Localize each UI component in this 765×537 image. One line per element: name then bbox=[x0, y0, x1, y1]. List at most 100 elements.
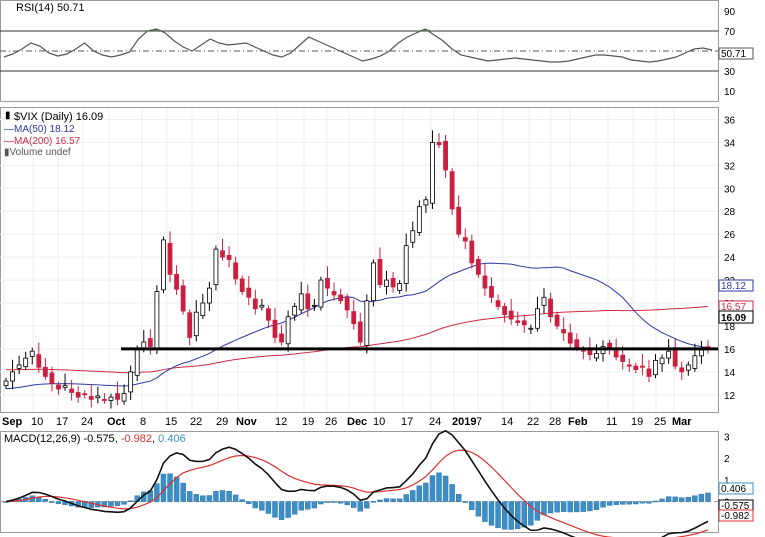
macd-hist-bar bbox=[88, 501, 94, 508]
macd-hist-bar bbox=[187, 491, 193, 502]
macd-hist-bar bbox=[574, 501, 580, 513]
candle-body bbox=[620, 354, 626, 362]
candle-body bbox=[115, 393, 120, 400]
x-axis: Sep 10 17 24 Oct 8 15 22 29 Nov 12 19 26 Dec 10 17 24 201… bbox=[2, 416, 692, 428]
macd-hist-bar bbox=[272, 501, 278, 518]
rsi-tick-label: 10 bbox=[724, 87, 736, 98]
x-axis-label: 25 bbox=[654, 416, 666, 428]
candle-body bbox=[541, 296, 547, 306]
price-tick-label: 32 bbox=[724, 161, 736, 172]
macd-hist-bar bbox=[219, 490, 226, 502]
macd-hist-bar bbox=[121, 501, 127, 505]
x-axis-label: 22 bbox=[190, 416, 202, 428]
macd-hist-bar bbox=[482, 501, 488, 522]
macd-hist-bar bbox=[108, 501, 114, 507]
macd-hist-bar bbox=[423, 482, 429, 502]
candle-body bbox=[633, 365, 639, 370]
macd-hist-bar bbox=[541, 501, 547, 516]
candle-body bbox=[626, 364, 632, 367]
x-axis-label: 19 bbox=[631, 416, 643, 428]
price-tick-label: 16 bbox=[724, 345, 736, 356]
macd-hist-bar bbox=[698, 493, 705, 502]
candle-body bbox=[88, 396, 94, 400]
candle-body bbox=[285, 316, 291, 345]
macd-hist-bar bbox=[344, 501, 350, 506]
candle-body bbox=[371, 262, 376, 302]
macd-hist-bar bbox=[475, 501, 482, 517]
macd-frame bbox=[0, 431, 719, 533]
price-tick-label: 14 bbox=[724, 368, 736, 379]
macd-hist-bar bbox=[501, 501, 508, 530]
rsi-tick-label: 30 bbox=[724, 67, 736, 78]
svg-text:16.09: 16.09 bbox=[721, 313, 746, 324]
x-axis-label: 10 bbox=[373, 416, 385, 428]
candle-body bbox=[266, 308, 271, 321]
candle-body bbox=[659, 357, 665, 365]
macd-signal-line bbox=[5, 449, 709, 537]
candle-body bbox=[502, 306, 508, 315]
x-axis-label: 17 bbox=[401, 416, 413, 428]
x-axis-label: 28 bbox=[549, 416, 561, 428]
candle-body bbox=[325, 277, 330, 289]
macd-histogram bbox=[3, 472, 711, 530]
x-axis-label: 8 bbox=[140, 416, 146, 428]
candle-body bbox=[246, 287, 252, 298]
candle-body bbox=[397, 283, 403, 291]
legend-symbol: $VIX (Daily) 16.09 bbox=[14, 111, 103, 123]
macd-hist-bar bbox=[318, 501, 324, 505]
macd-hist-bar bbox=[679, 497, 685, 502]
candle-body bbox=[646, 368, 652, 377]
candle-body bbox=[469, 240, 475, 264]
x-axis-label: 7 bbox=[476, 416, 482, 428]
macd-line bbox=[5, 429, 709, 537]
candle-body bbox=[554, 314, 560, 327]
x-axis-label: 11 bbox=[606, 416, 617, 428]
candle-body bbox=[482, 275, 488, 289]
candle-body bbox=[653, 359, 658, 376]
candle-body bbox=[672, 347, 678, 367]
macd-signal-tag: -0.982 bbox=[718, 509, 754, 522]
macd-hist-bar bbox=[285, 501, 291, 518]
candle-body bbox=[403, 245, 409, 284]
x-axis-label: 24 bbox=[429, 416, 441, 428]
macd-hist-bar bbox=[620, 501, 626, 505]
macd-hist-bar bbox=[410, 490, 416, 502]
macd-hist-bar bbox=[377, 499, 383, 502]
macd-hist-bar bbox=[180, 482, 186, 502]
candle-body bbox=[357, 321, 363, 343]
candle-body bbox=[95, 395, 101, 399]
macd-hist-bar bbox=[705, 492, 711, 502]
x-axis-label: Oct bbox=[107, 416, 126, 428]
macd-hist-bar bbox=[390, 498, 396, 502]
macd-hist-bar bbox=[154, 483, 160, 502]
macd-hist-bar bbox=[383, 498, 390, 502]
candle-body bbox=[42, 366, 48, 377]
candle-body bbox=[252, 298, 258, 310]
candle-body bbox=[161, 239, 166, 291]
macd-hist-bar bbox=[42, 499, 49, 502]
macd-hist-bar bbox=[416, 485, 423, 502]
candle-body bbox=[462, 237, 468, 242]
macd-hist-bar bbox=[554, 501, 560, 513]
candle-body bbox=[298, 293, 304, 311]
macd-hist-bar bbox=[331, 501, 337, 503]
macd-hist-tag: 0.406 bbox=[718, 482, 754, 495]
svg-text:-0.982: -0.982 bbox=[721, 511, 750, 522]
macd-hist-bar bbox=[239, 499, 245, 502]
macd-hist-bar bbox=[305, 501, 311, 510]
rsi-series-line bbox=[3, 28, 713, 63]
candle-body bbox=[699, 349, 704, 357]
macd-tick-label: 2 bbox=[724, 454, 730, 465]
ma200-line bbox=[5, 305, 709, 374]
macd-hist-bar bbox=[55, 501, 62, 505]
macd-hist-bar bbox=[206, 495, 213, 502]
x-axis-label: 26 bbox=[325, 416, 337, 428]
macd-hist-bar bbox=[652, 500, 659, 503]
macd-hist-bar bbox=[436, 472, 442, 502]
candle-body bbox=[36, 354, 42, 368]
candle-body bbox=[685, 364, 691, 371]
svg-text:50.71: 50.71 bbox=[721, 49, 746, 60]
macd-hist-bar bbox=[495, 501, 501, 529]
macd-hist-bar bbox=[547, 501, 554, 514]
last-price-tag: 16.09 bbox=[718, 310, 754, 324]
